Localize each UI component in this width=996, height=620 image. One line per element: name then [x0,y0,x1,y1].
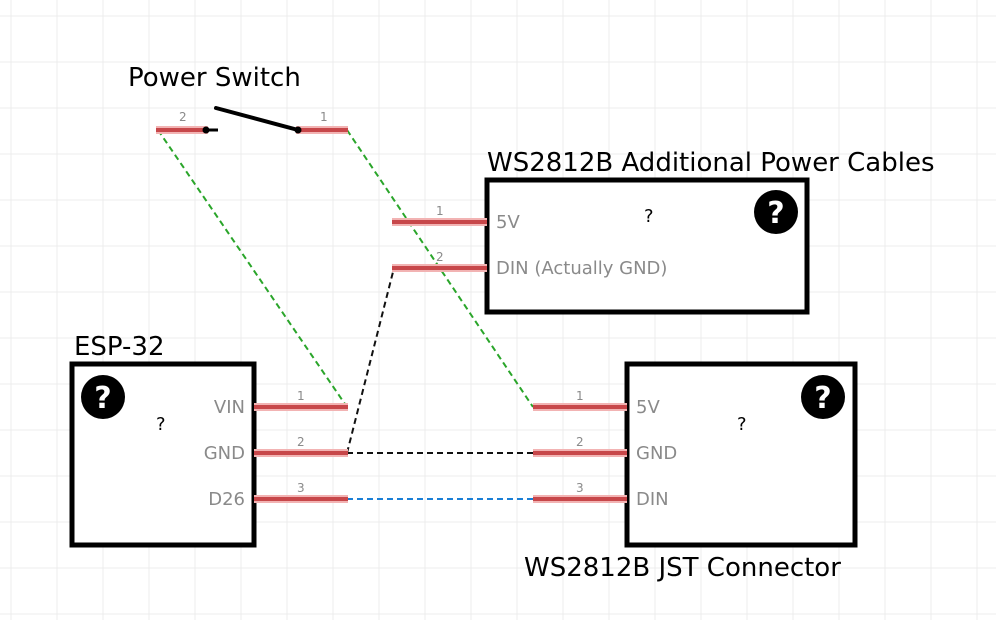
additional-power-pin-2-number: 2 [436,250,444,264]
switch-contact-left [202,126,210,134]
esp32-pin-3[interactable]: 3 D26 [208,481,348,510]
esp32-pin-1-number: 1 [297,389,305,403]
esp32-pin-1[interactable]: 1 VIN [214,389,348,418]
wires [157,129,534,500]
esp32-pin-2-label: GND [204,443,245,464]
switch-contact-right [294,126,302,134]
jst-pin-2-label: GND [636,443,677,464]
jst-pin-3-number: 3 [576,481,584,495]
jst-pin-2-number: 2 [576,435,584,449]
esp32-pin-2[interactable]: 2 GND [204,435,348,464]
additional-power-component[interactable]: WS2812B Additional Power Cables ? ? 1 5V… [392,148,935,315]
help-circle-glyph: ? [814,381,831,416]
esp32-placeholder: ? [156,414,166,435]
wire-esp-gnd-to-power-gnd[interactable] [346,267,395,454]
jst-placeholder: ? [737,414,747,435]
additional-power-pin-1-number: 1 [436,204,444,218]
esp32-pin-3-number: 3 [297,481,305,495]
wire-switch1-to-jst-5v[interactable] [346,129,534,408]
additional-power-body[interactable] [484,177,810,315]
esp32-component[interactable]: ESP-32 ? ? 1 VIN 2 GND 3 D26 [69,332,348,548]
jst-pin-1[interactable]: 1 5V [533,389,660,418]
jst-title: WS2812B JST Connector [524,553,841,583]
power-switch[interactable]: Power Switch 2 1 [128,63,348,134]
switch-pin-2-number: 2 [179,110,187,124]
additional-power-pin-1-label: 5V [496,212,520,233]
esp32-pin-1-label: VIN [214,397,245,418]
jst-pin-1-number: 1 [576,389,584,403]
esp32-pin-3-label: D26 [208,489,245,510]
help-circle-icon[interactable]: ? [81,375,125,419]
help-circle-icon[interactable]: ? [801,375,845,419]
jst-pin-3[interactable]: 3 DIN [533,481,669,510]
additional-power-placeholder: ? [644,206,654,227]
wire-switch2-to-esp-vin[interactable] [157,129,348,408]
additional-power-title: WS2812B Additional Power Cables [487,148,935,178]
switch-lever[interactable] [214,106,300,132]
switch-pin-1-number: 1 [320,110,328,124]
help-circle-icon[interactable]: ? [754,190,798,234]
additional-power-pin-2-label: DIN (Actually GND) [496,258,667,279]
jst-pin-3-label: DIN [636,489,669,510]
help-circle-glyph: ? [767,196,784,231]
esp32-pin-2-number: 2 [297,435,305,449]
power-switch-title: Power Switch [128,63,301,93]
jst-pin-2[interactable]: 2 GND [533,435,677,464]
help-circle-glyph: ? [94,381,111,416]
jst-pin-1-label: 5V [636,397,660,418]
jst-component[interactable]: ? ? WS2812B JST Connector 1 5V 2 GND 3 D… [524,361,858,583]
esp32-title: ESP-32 [74,332,165,362]
